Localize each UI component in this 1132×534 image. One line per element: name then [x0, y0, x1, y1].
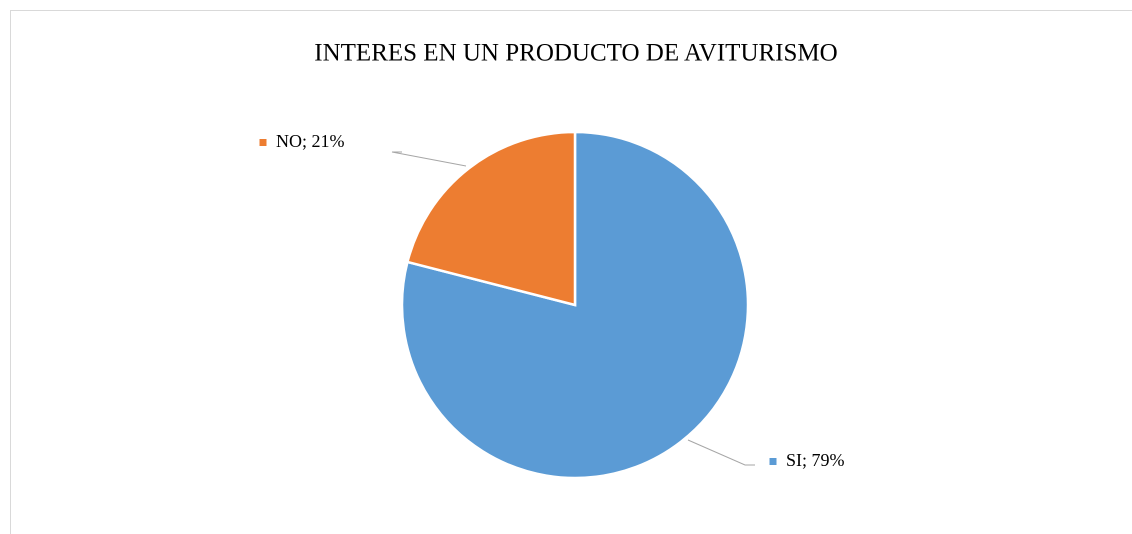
label-marker: [259, 139, 267, 146]
chart-title: INTERES EN UN PRODUCTO DE AVITURISMO: [314, 40, 837, 67]
leader-line: [687, 439, 755, 466]
label-marker: [769, 458, 777, 465]
chart-frame: [10, 10, 1132, 534]
data-label: SI; 79%: [786, 450, 845, 470]
leader-line: [391, 151, 467, 167]
pie-slice: [405, 130, 577, 307]
data-label: NO; 21%: [276, 131, 345, 151]
